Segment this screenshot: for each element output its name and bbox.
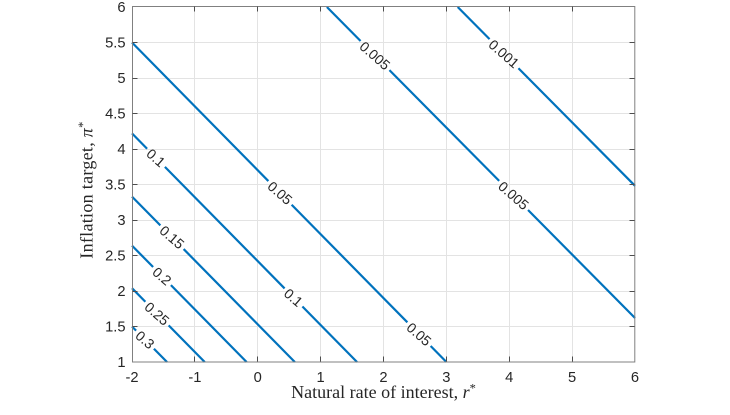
svg-text:6: 6 [117, 0, 125, 16]
svg-text:5: 5 [117, 71, 125, 87]
svg-text:4.5: 4.5 [105, 107, 125, 123]
svg-text:-2: -2 [125, 370, 138, 386]
svg-text:4: 4 [505, 370, 513, 386]
svg-text:4: 4 [117, 142, 125, 158]
svg-text:6: 6 [631, 370, 639, 386]
svg-text:1: 1 [317, 370, 325, 386]
svg-text:2.5: 2.5 [105, 249, 125, 265]
svg-text:1.5: 1.5 [105, 320, 125, 336]
svg-text:1: 1 [117, 355, 125, 371]
svg-text:0: 0 [254, 370, 262, 386]
svg-text:3: 3 [442, 370, 450, 386]
svg-text:5: 5 [568, 370, 576, 386]
svg-text:2: 2 [117, 284, 125, 300]
svg-text:3: 3 [117, 213, 125, 229]
svg-text:3.5: 3.5 [105, 178, 125, 194]
svg-text:Natural rate of interest, r*: Natural rate of interest, r* [291, 382, 476, 403]
svg-text:-1: -1 [188, 370, 201, 386]
svg-text:Inflation target, π*: Inflation target, π* [76, 121, 97, 258]
svg-text:5.5: 5.5 [105, 36, 125, 52]
svg-text:2: 2 [379, 370, 387, 386]
